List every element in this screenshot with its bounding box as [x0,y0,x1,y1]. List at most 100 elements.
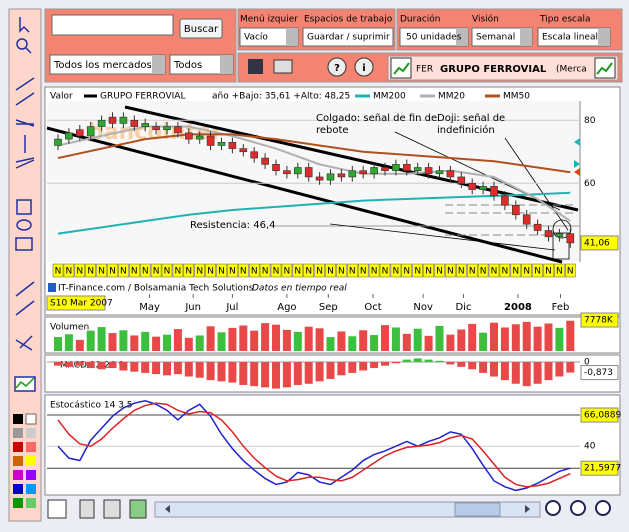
volume-bar [228,327,237,351]
info-icon[interactable] [354,57,374,77]
signal-box [96,263,107,278]
scrollbar[interactable] [154,501,541,518]
signal-box [368,263,380,278]
signal-box [336,263,347,278]
source: IT-Finance.com / Bolsamania Tech Solutio… [58,284,254,294]
value-marker-box [580,365,619,381]
candle-body [348,170,357,178]
value-marker-box [580,407,619,423]
candle-body [163,126,171,131]
candle-body [130,119,139,127]
signal-label: N [251,267,258,277]
scroll-thumb[interactable] [454,502,501,517]
x-tick-label: May [139,302,160,313]
signal-box [172,263,184,278]
menu-label: Menú izquier [240,15,298,25]
zoom-in[interactable] [595,500,611,516]
volume-bar [261,323,270,351]
signal-box [466,263,478,278]
candle-body [141,123,149,127]
candle-body [392,164,400,171]
candle-body [413,167,422,171]
y-tick-label: 40 [584,442,596,452]
macd-bar [173,362,182,375]
macd-bar [293,362,302,385]
search-button-label: Buscar [184,24,219,35]
macd-bar [468,362,477,370]
signal-label: N [371,267,378,277]
x-tick-label: 2008 [504,302,532,313]
x-tick-label: Jul [225,302,238,313]
volume-bar [75,339,84,351]
signal-label: N [120,267,127,277]
candle-body [490,186,498,197]
candle-body [152,126,160,131]
link-icon[interactable] [79,499,95,519]
ticker-icon-glyph [393,62,613,75]
zoom-fit[interactable] [545,500,561,516]
workspace-select[interactable] [302,27,394,47]
next-icon[interactable] [594,57,616,79]
macd-bar [75,362,84,366]
search-input[interactable] [51,14,174,36]
chart-icon[interactable] [47,499,67,519]
zoom-out[interactable] [570,500,586,516]
macd-bar [348,362,357,373]
signal-label: N [76,267,83,277]
volume-bar [304,326,313,351]
signal-label: N [164,267,171,277]
signal-box [129,263,140,278]
signal-box [543,263,554,278]
search-button[interactable] [179,18,223,39]
candle-body [185,132,193,140]
macd-bar [544,362,553,381]
list-icon[interactable] [129,499,147,519]
candle-body [370,167,378,175]
help-glyph: ? [334,63,340,74]
value-marker-box [580,235,619,251]
signal-label: N [66,267,73,277]
page-icon[interactable] [103,499,121,519]
signal-box [74,263,86,278]
candle-body [315,176,324,181]
macd-bar [184,362,193,377]
volume-bar [500,327,509,351]
signal-box [183,263,195,278]
candle-body [272,164,280,171]
candle-body [250,151,258,159]
macd-bar [152,362,161,375]
moving-average-line [57,133,571,174]
signal-label: N [273,267,280,277]
legend-label: MM50 [503,92,530,102]
volume-bar [413,328,422,351]
macd-bar [522,362,531,387]
signal-box [477,263,489,278]
signal-box [499,263,511,278]
volume-bar [424,335,433,351]
signal-box [347,263,358,278]
action-icons: ? i [248,57,374,77]
ticker-box [387,55,619,81]
signal-box [554,263,565,278]
signal-label: N [534,267,541,277]
signal-label: N [425,267,432,277]
signal-label: N [403,267,410,277]
signal-label: N [262,267,269,277]
help-icon[interactable] [327,57,347,77]
signal-box [412,263,423,278]
candle-body [566,233,575,244]
prev-icon[interactable] [390,57,412,79]
print-icon[interactable] [273,59,293,74]
macd-bar [239,362,248,385]
bottom-toolbar [47,499,611,519]
signal-label: N [512,267,519,277]
volume-bar [130,335,139,351]
view-value: Semanal [476,33,515,43]
save-icon[interactable] [248,59,263,74]
volume-bar [108,333,117,351]
range-text: año +Bajo: 35,61 +Alto: 48,25 [212,92,350,102]
volume-bar [566,320,575,351]
macd-bar [457,362,466,367]
volume-bar [522,321,531,351]
signal-label: N [349,267,356,277]
